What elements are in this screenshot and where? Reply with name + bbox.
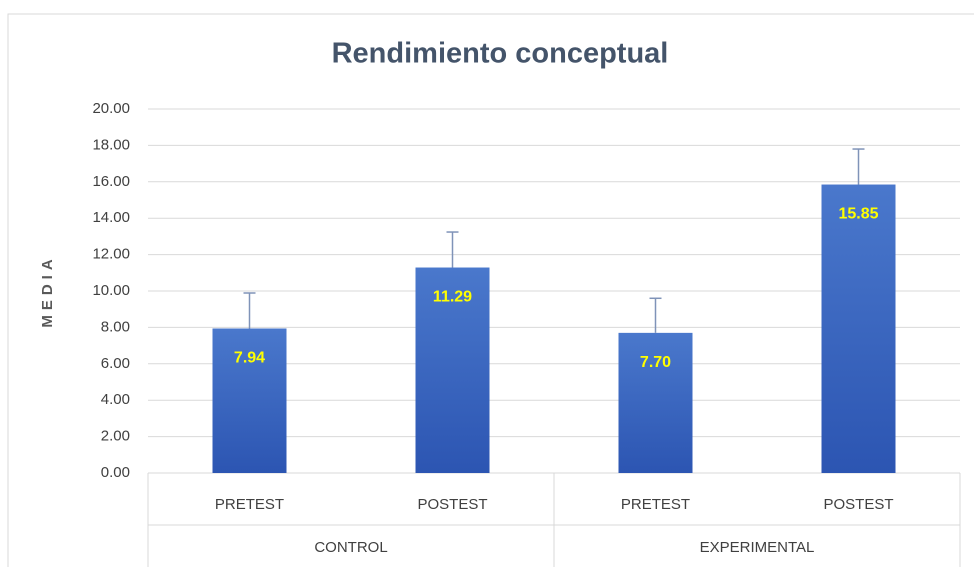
x-tick-label: POSTEST	[417, 496, 487, 513]
group-label: CONTROL	[314, 539, 387, 556]
value-label: 7.70	[640, 354, 671, 371]
value-label: 15.85	[838, 206, 878, 223]
bar	[618, 332, 693, 473]
x-tick-label: PRETEST	[215, 496, 284, 513]
y-tick-label: 2.00	[101, 428, 130, 445]
y-tick-label: 6.00	[101, 355, 130, 372]
value-label: 7.94	[234, 350, 265, 367]
bar	[212, 328, 287, 473]
y-tick-label: 8.00	[101, 318, 130, 335]
y-tick-label: 14.00	[92, 209, 130, 226]
y-tick-label: 4.00	[101, 391, 130, 408]
x-tick-label: POSTEST	[823, 496, 893, 513]
y-tick-label: 0.00	[101, 464, 130, 481]
chart-title: Rendimiento conceptual	[332, 38, 669, 70]
y-tick-label: 10.00	[92, 282, 130, 299]
y-tick-label: 20.00	[92, 100, 130, 117]
y-tick-label: 16.00	[92, 173, 130, 190]
x-tick-label: PRETEST	[621, 496, 690, 513]
bar	[821, 184, 896, 473]
y-tick-label: 18.00	[92, 136, 130, 153]
bar	[415, 267, 490, 473]
y-tick-label: 12.00	[92, 246, 130, 263]
value-label: 11.29	[433, 289, 472, 306]
y-axis-label: MEDIA	[39, 254, 56, 327]
group-label: EXPERIMENTAL	[700, 539, 815, 556]
